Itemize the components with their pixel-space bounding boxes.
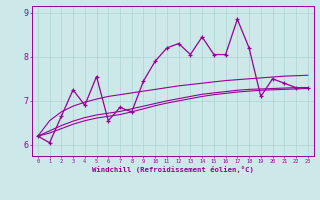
X-axis label: Windchill (Refroidissement éolien,°C): Windchill (Refroidissement éolien,°C)	[92, 166, 254, 173]
